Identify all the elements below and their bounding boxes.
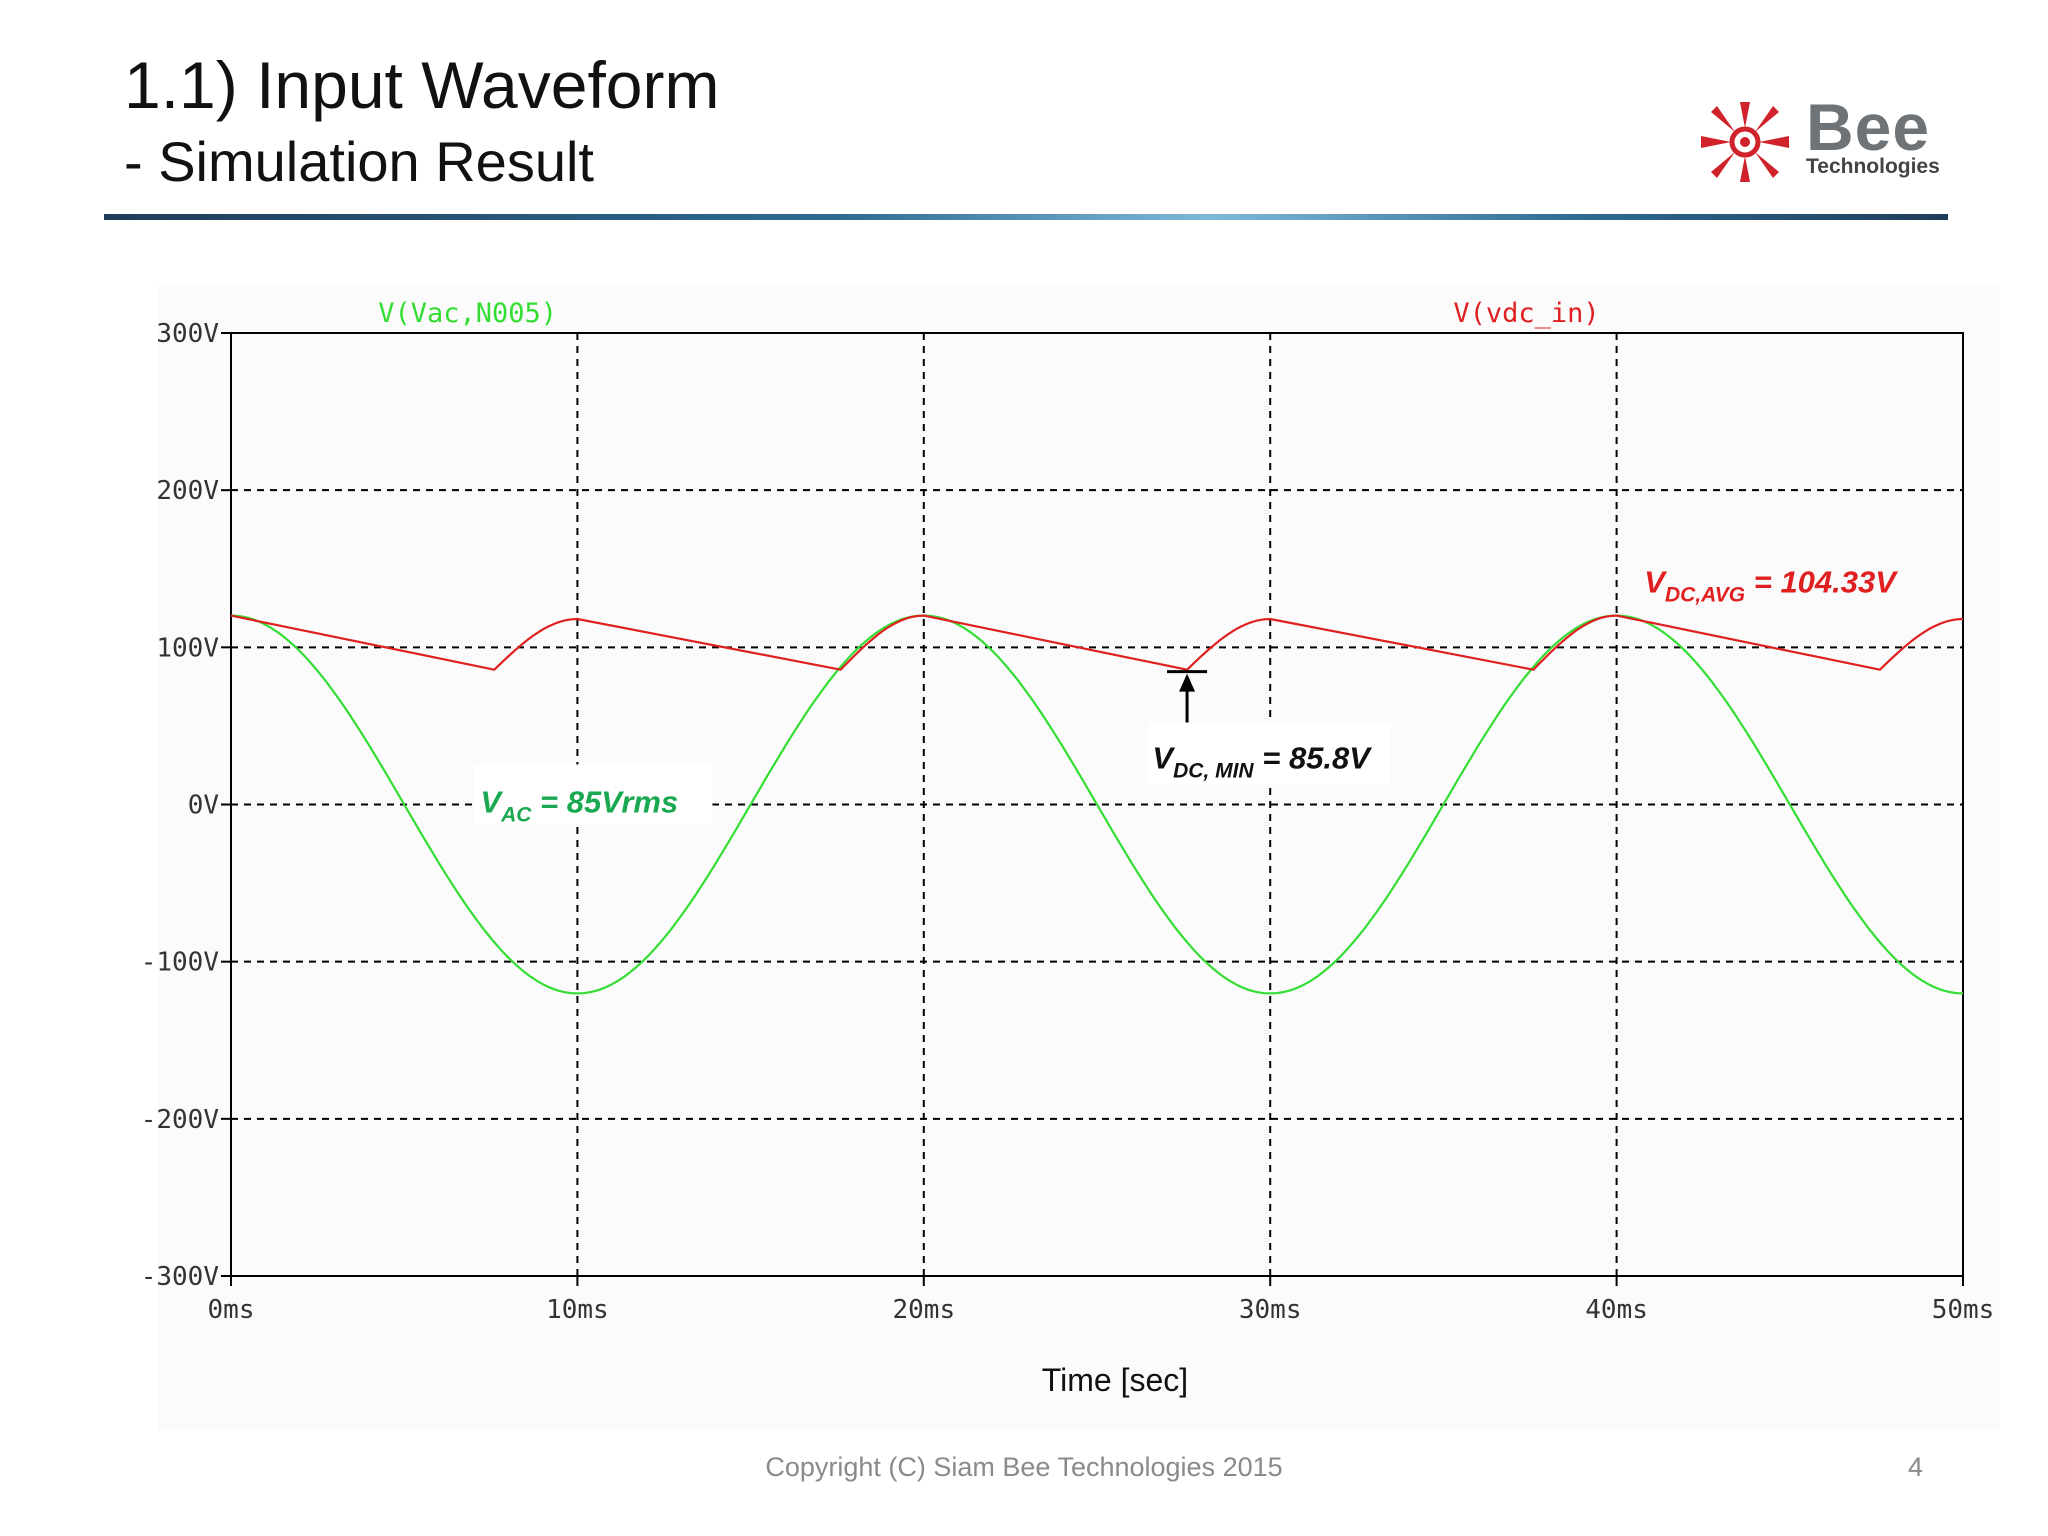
footer-copyright: Copyright (C) Siam Bee Technologies 2015 bbox=[765, 1452, 1283, 1482]
x-axis-label: Time [sec] bbox=[1042, 1362, 1188, 1398]
y-tick-label: -200V bbox=[141, 1105, 219, 1135]
x-tick-label: 30ms bbox=[1239, 1295, 1302, 1325]
y-tick-label: 200V bbox=[156, 476, 219, 506]
header-divider bbox=[104, 214, 1948, 220]
page-number: 4 bbox=[1908, 1452, 1924, 1482]
page-title: 1.1) Input Waveform bbox=[124, 48, 720, 122]
annotation-vac: VAC = 85Vrms bbox=[480, 785, 678, 827]
logo-wordmark: Bee bbox=[1806, 90, 1931, 164]
y-tick-label: 100V bbox=[156, 633, 219, 663]
annotation-background-vdcmin bbox=[1148, 722, 1391, 785]
y-tick-label: 300V bbox=[156, 319, 219, 349]
y-tick-label: -100V bbox=[141, 948, 219, 978]
min-marker-arrow-head bbox=[1179, 673, 1196, 692]
y-tick-label: 0V bbox=[188, 791, 219, 821]
legend-label-vac: V(Vac,N005) bbox=[378, 298, 557, 329]
series-line-vac bbox=[230, 614, 1964, 995]
series-line-vdc bbox=[230, 614, 1964, 671]
x-tick-label: 40ms bbox=[1585, 1295, 1648, 1325]
page-subtitle: - Simulation Result bbox=[124, 130, 594, 193]
annotation-background-vac bbox=[474, 764, 713, 825]
x-tick-label: 10ms bbox=[546, 1295, 609, 1325]
y-tick-label: -300V bbox=[141, 1262, 219, 1292]
annotation-vdcavg: VDC,AVG = 104.33V bbox=[1644, 564, 1898, 606]
x-tick-label: 0ms bbox=[208, 1295, 255, 1325]
logo-subtext: Technologies bbox=[1806, 155, 1940, 178]
x-tick-label: 20ms bbox=[892, 1295, 955, 1325]
legend-label-vdc: V(vdc_in) bbox=[1453, 298, 1599, 329]
x-tick-label: 50ms bbox=[1932, 1295, 1995, 1325]
chart-background bbox=[158, 286, 2000, 1430]
bee-sunburst-logo-icon bbox=[1701, 102, 1789, 182]
annotation-vdcmin: VDC, MIN = 85.8V bbox=[1152, 740, 1372, 782]
